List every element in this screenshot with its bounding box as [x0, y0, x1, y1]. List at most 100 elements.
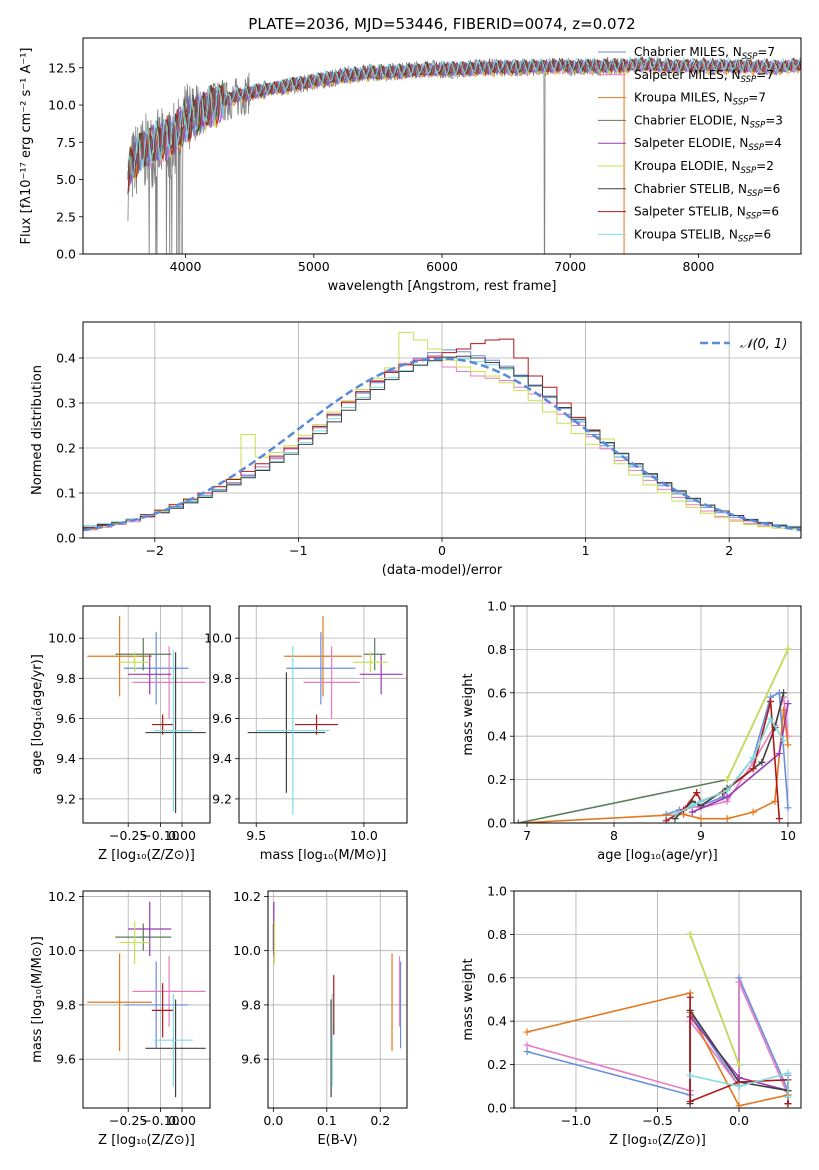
errorbar-point	[115, 923, 172, 951]
x-tick-label: −2	[146, 543, 164, 558]
y-tick-label: 0.0	[487, 1101, 507, 1116]
weight-series	[686, 930, 743, 1069]
y-tick-label: 0.8	[487, 927, 507, 942]
weight-marker	[784, 645, 792, 653]
weight-marker	[784, 1069, 792, 1077]
y-tick-label: 0.0	[56, 247, 76, 262]
y-tick-label: 9.8	[56, 997, 76, 1012]
x-axis-label: mass [log₁₀(M/M⊙)]	[260, 848, 387, 863]
y-tick-label: 0.8	[487, 642, 507, 657]
x-tick-label: 0.00	[168, 1113, 196, 1128]
x-tick-label: 7	[523, 828, 531, 843]
y-tick-label: 9.6	[56, 1052, 76, 1067]
x-tick-label: −0.25	[109, 1113, 147, 1128]
y-tick-label: 0.0	[56, 531, 76, 546]
legend-label: Chabrier MILES, NSSP=7	[634, 45, 775, 62]
weight-marker	[735, 1082, 743, 1090]
weight-marker	[784, 1093, 792, 1101]
weight-marker	[723, 786, 731, 794]
y-tick-label: 0.1	[56, 486, 76, 501]
x-tick-label: 9.5	[246, 828, 266, 843]
y-tick-label: 7.5	[56, 135, 76, 150]
errorbar-point	[363, 638, 386, 671]
errorbar-point	[154, 994, 193, 1087]
weight-marker	[688, 808, 696, 816]
weight-line	[726, 649, 789, 780]
errorbar-point	[123, 632, 189, 705]
weight-marker	[749, 808, 757, 816]
x-tick-label: 10	[780, 828, 796, 843]
mass_vs_EBV-panel: 0.0 0.1 0.2 9.6 9.8 10.0 10.2 E(B-V)	[233, 889, 408, 1148]
residuals-legend: 𝒩(0, 1)	[700, 337, 787, 352]
x-tick-label: −0.10	[141, 1113, 179, 1128]
errorbar-point	[151, 714, 174, 735]
age_vs_Z-plot-area	[87, 616, 206, 813]
y-axis-label: mass [log₁₀(M/M⊙)]	[30, 936, 45, 1063]
legend-label: Chabrier STELIB, NSSP=6	[634, 182, 780, 199]
mass_vs_EBV-frame	[267, 890, 408, 1109]
x-axis-label: age [log₁₀(age/yr)]	[597, 848, 718, 863]
y-tick-label: 0.0	[487, 816, 507, 831]
y-tick-label: 2.5	[56, 209, 76, 224]
y-tick-label: 9.8	[212, 671, 232, 686]
errorbar-point	[303, 646, 360, 719]
x-tick-label: −1	[289, 543, 307, 558]
weight-marker	[784, 1100, 792, 1108]
massweight_vs_Z-plot-area	[523, 930, 792, 1108]
errorbar-point	[128, 654, 172, 695]
legend-entry: Kroupa STELIB, NSSP=6	[598, 227, 771, 244]
y-tick-label: 0.6	[487, 970, 507, 985]
y-tick-label: 0.4	[56, 351, 76, 366]
y-tick-label: 9.2	[212, 791, 232, 806]
weight-line	[691, 703, 789, 813]
y-tick-label: 9.6	[241, 1052, 261, 1067]
errorbar-point	[145, 652, 206, 813]
weight-line	[689, 934, 740, 1065]
y-tick-label: 10.0	[48, 943, 76, 958]
weight-marker	[686, 993, 694, 1001]
x-tick-label: 0.1	[317, 1113, 337, 1128]
x-tick-label: −0.5	[642, 1113, 672, 1128]
y-axis-label: Normed distribution	[30, 365, 45, 495]
massweight_vs_age-panel: 7 8 9 10 0.0 0.2 0.4 0.6 0.8 1.0 age [log₁₀(age/yr…	[461, 599, 802, 863]
weight-marker	[775, 750, 783, 758]
x-tick-label: 8000	[683, 259, 715, 274]
y-tick-label: 10.0	[48, 631, 76, 646]
weight-series	[671, 693, 792, 818]
legend-label: Salpeter MILES, NSSP=7	[634, 68, 774, 85]
y-tick-label: 9.2	[56, 791, 76, 806]
legend-label: Chabrier ELODIE, NSSP=3	[634, 113, 783, 130]
x-tick-label: 2	[725, 543, 733, 558]
age_vs_mass-plot-area	[247, 616, 403, 815]
errorbar-point	[132, 646, 206, 719]
residuals-frame	[82, 321, 802, 539]
errorbar-point	[256, 646, 330, 815]
x-tick-label: 0	[438, 543, 446, 558]
legend-entry: Salpeter STELIB, NSSP=6	[598, 205, 779, 222]
mass_vs_Z-plot-area	[87, 901, 206, 1098]
errorbar-point	[115, 638, 172, 671]
y-tick-label: 1.0	[487, 599, 507, 614]
errorbar-point	[151, 983, 174, 1038]
weight-marker	[735, 1102, 743, 1108]
weight-series	[686, 1069, 792, 1101]
weight-marker	[723, 793, 731, 801]
legend-label: Kroupa MILES, NSSP=7	[634, 91, 766, 108]
weight-marker	[735, 1061, 743, 1069]
mass_vs_EBV-plot-area	[272, 901, 402, 1098]
residuals-plot-area	[83, 331, 801, 538]
weight-line	[518, 710, 789, 823]
mass_vs_Z-grid	[83, 891, 210, 1108]
mass_vs_EBV-grid	[268, 891, 407, 1108]
y-tick-label: 10.2	[48, 889, 76, 904]
massweight_vs_Z-panel: −1.0 −0.5 0.0 0.0 0.2 0.4 0.6 0.8 1.0 Z [log₁₀(Z/…	[461, 884, 802, 1148]
y-tick-label: 10.0	[204, 631, 232, 646]
y-tick-label: 9.8	[241, 997, 261, 1012]
y-tick-label: 9.6	[56, 711, 76, 726]
errorbar-point	[119, 652, 150, 673]
y-tick-label: 0.2	[487, 772, 507, 787]
age_vs_Z-frame	[82, 605, 211, 824]
weight-marker	[735, 978, 743, 986]
age_vs_mass-frame	[238, 605, 408, 824]
legend-label: Salpeter STELIB, NSSP=6	[634, 205, 779, 222]
